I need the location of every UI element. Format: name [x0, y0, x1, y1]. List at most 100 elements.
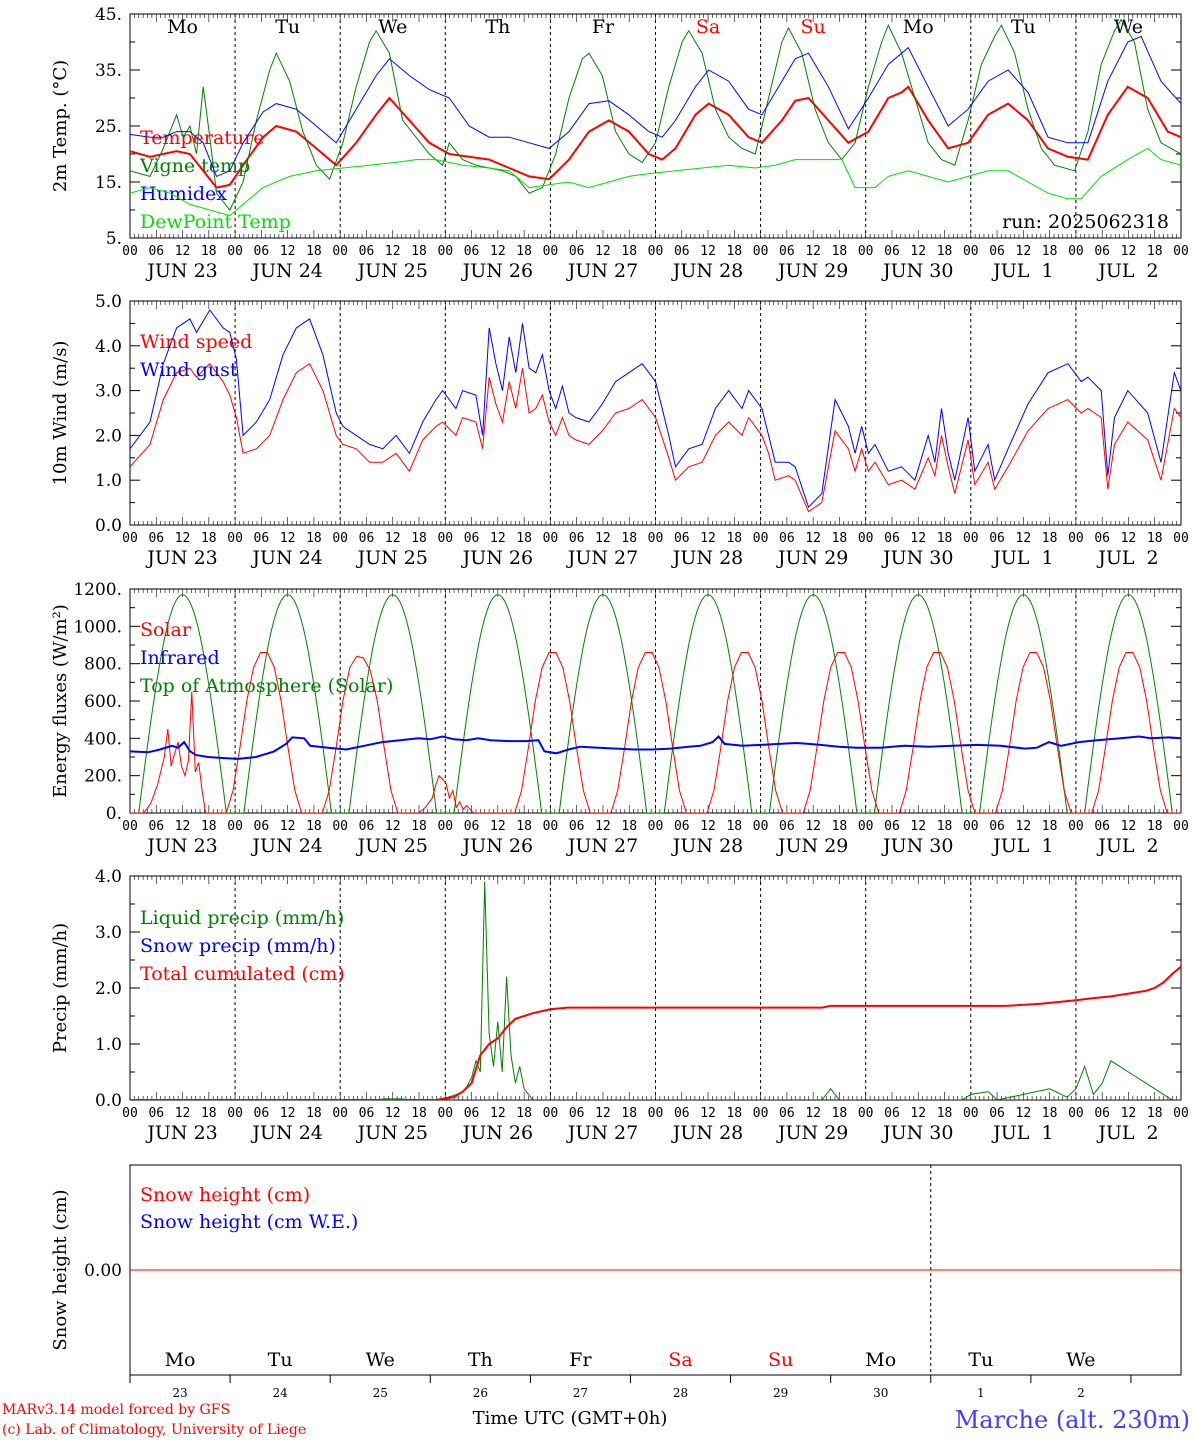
hour-tick-label: 00 [437, 244, 453, 259]
hour-tick-label: 18 [621, 244, 637, 259]
hour-tick-label: 06 [569, 1106, 585, 1121]
hour-tick-label: 18 [726, 244, 742, 259]
hour-tick-label: 00 [543, 1106, 559, 1121]
hour-tick-label: 12 [385, 1106, 401, 1121]
y-tick-label: 5. [106, 229, 122, 249]
hour-tick-label: 06 [254, 1106, 270, 1121]
hour-tick-label: 18 [621, 819, 637, 834]
hour-tick-label: 12 [910, 819, 926, 834]
series-line-2 [130, 35, 1181, 178]
date-label: JUN 29 [776, 547, 848, 569]
day-number-label: 28 [673, 1386, 688, 1400]
hour-tick-label: 18 [1042, 531, 1058, 546]
hour-tick-label: 06 [989, 1106, 1005, 1121]
hour-tick-label: 18 [621, 1106, 637, 1121]
hour-tick-label: 18 [1147, 1106, 1163, 1121]
hour-tick-label: 00 [753, 1106, 769, 1121]
date-label: JUN 27 [566, 835, 638, 857]
date-label: JUN 25 [356, 547, 428, 569]
hour-tick-label: 06 [148, 819, 164, 834]
legend-entry: Top of Atmosphere (Solar) [140, 675, 393, 697]
hour-tick-label: 18 [937, 244, 953, 259]
hour-tick-label: 12 [910, 531, 926, 546]
hour-tick-label: 12 [175, 244, 191, 259]
hour-tick-label: 12 [1016, 531, 1032, 546]
legend-entry: Infrared [140, 647, 220, 669]
hour-tick-label: 12 [910, 1106, 926, 1121]
hour-tick-label: 00 [437, 819, 453, 834]
hour-tick-label: 00 [963, 531, 979, 546]
hour-tick-label: 00 [332, 1106, 348, 1121]
hour-tick-label: 00 [227, 531, 243, 546]
hour-tick-label: 12 [385, 244, 401, 259]
hour-tick-label: 00 [753, 244, 769, 259]
hour-tick-label: 06 [884, 819, 900, 834]
weekday-label: Fr [592, 16, 615, 38]
y-tick-label: 15. [95, 173, 122, 193]
panel-frame [129, 13, 1182, 239]
hour-tick-label: 12 [805, 531, 821, 546]
date-label: JUL 2 [1096, 1122, 1158, 1144]
hour-tick-label: 12 [1016, 819, 1032, 834]
hour-tick-label: 18 [411, 531, 427, 546]
hour-tick-label: 00 [648, 244, 664, 259]
day-number-label: 30 [873, 1386, 888, 1400]
hour-tick-label: 06 [674, 1106, 690, 1121]
date-label: JUL 1 [991, 835, 1053, 857]
hour-tick-label: 06 [464, 819, 480, 834]
legend-entry: Solar [140, 619, 192, 641]
station-name: Marche (alt. 230m) [955, 1406, 1190, 1434]
hour-tick-label: 06 [148, 531, 164, 546]
day-number-label: 24 [273, 1386, 289, 1400]
hour-tick-label: 06 [254, 819, 270, 834]
day-number-label: 26 [473, 1386, 488, 1400]
hour-tick-label: 18 [411, 819, 427, 834]
panel-5: 0.00 Snow height (cm) Snow height (cm) Snow… [50, 1164, 1182, 1376]
date-label: JUN 28 [671, 260, 743, 282]
date-label: JUL 2 [1096, 260, 1158, 282]
hour-tick-label: 18 [832, 1106, 848, 1121]
hour-tick-label: 12 [1121, 1106, 1137, 1121]
hour-tick-label: 00 [1173, 1106, 1189, 1121]
series-line-0 [130, 85, 1181, 189]
date-label: JUN 25 [356, 1122, 428, 1144]
day-number-label: 1 [977, 1386, 985, 1400]
y-tick-label: 3.0 [95, 923, 122, 943]
series-line-0 [130, 362, 1181, 513]
hour-tick-label: 18 [832, 531, 848, 546]
hour-tick-label: 12 [700, 1106, 716, 1121]
legend-entry: Temperature [140, 127, 264, 149]
weekday-label: Sa [696, 16, 720, 38]
hour-tick-label: 18 [1147, 819, 1163, 834]
weekday-label: Sa [668, 1349, 692, 1371]
hour-tick-label: 00 [1173, 244, 1189, 259]
hour-tick-label: 12 [385, 819, 401, 834]
y-tick-label: 600. [84, 692, 122, 712]
hour-tick-label: 06 [569, 531, 585, 546]
hour-tick-label: 12 [490, 531, 506, 546]
weekday-label: Th [468, 1349, 493, 1371]
legend-entry: Total cumulated (cm) [140, 963, 345, 985]
hour-tick-label: 00 [753, 819, 769, 834]
hour-tick-label: 18 [621, 531, 637, 546]
hour-tick-label: 00 [437, 1106, 453, 1121]
date-label: JUN 26 [461, 1122, 533, 1144]
panel-frame [129, 300, 1182, 526]
y-tick-label: 2.0 [95, 979, 122, 999]
date-label: JUN 30 [881, 1122, 953, 1144]
weekday-label: We [1114, 16, 1143, 38]
panel-frame [129, 588, 1182, 814]
hour-tick-label: 06 [884, 531, 900, 546]
hour-tick-label: 12 [490, 819, 506, 834]
date-label: JUN 24 [250, 1122, 322, 1144]
legend-entry: DewPoint Temp [140, 211, 291, 233]
date-label: JUN 26 [461, 260, 533, 282]
hour-tick-label: 18 [726, 531, 742, 546]
series-line-1 [130, 18, 1181, 211]
hour-tick-label: 06 [148, 1106, 164, 1121]
date-label: JUN 25 [356, 835, 428, 857]
hour-tick-label: 00 [122, 244, 138, 259]
hour-tick-label: 18 [937, 1106, 953, 1121]
hour-tick-label: 00 [648, 531, 664, 546]
hour-tick-label: 06 [464, 1106, 480, 1121]
